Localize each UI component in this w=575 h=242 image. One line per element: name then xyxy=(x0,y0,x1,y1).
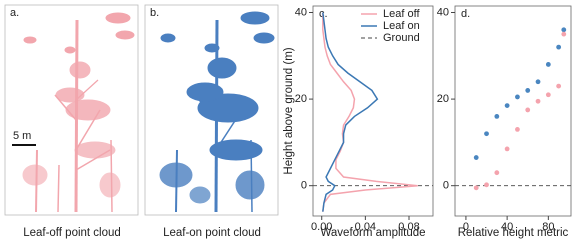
point xyxy=(561,27,567,33)
point xyxy=(473,185,479,191)
point xyxy=(515,94,520,100)
x-tick-label: 40 xyxy=(501,221,513,233)
panel-label: a. xyxy=(10,7,19,19)
series-line xyxy=(322,12,379,212)
point xyxy=(484,182,489,188)
y-tick-label: 0 xyxy=(301,180,307,192)
point xyxy=(545,62,551,67)
legend-label: Leaf off xyxy=(383,8,420,20)
point xyxy=(525,88,531,93)
point xyxy=(504,146,510,152)
plot-frame xyxy=(312,5,434,217)
panel-label: b. xyxy=(150,7,159,19)
point xyxy=(556,44,562,50)
point xyxy=(484,131,489,137)
y-axis-label: Height above ground (m) xyxy=(283,47,295,174)
point xyxy=(535,98,541,104)
x-tick-label: 0.04 xyxy=(355,221,376,233)
legend-label: Ground xyxy=(383,32,420,44)
scale-bar-label: 5 m xyxy=(13,130,31,142)
y-tick-label: 20 xyxy=(437,93,449,105)
point xyxy=(494,114,500,119)
point xyxy=(473,155,479,160)
point xyxy=(525,107,531,113)
point xyxy=(535,79,541,85)
point xyxy=(556,83,562,89)
point xyxy=(545,92,551,98)
point xyxy=(494,170,500,176)
point xyxy=(504,103,510,108)
y-tick-label: 20 xyxy=(295,93,307,105)
leaf-off-point-cloud xyxy=(4,4,139,216)
x-tick-label: 0.08 xyxy=(398,221,419,233)
x-axis-label: Waveform amplitude xyxy=(320,227,425,239)
y-tick-label: 40 xyxy=(295,6,307,18)
series-line xyxy=(322,12,418,212)
plot-frame xyxy=(454,5,572,217)
y-tick-label: 0 xyxy=(443,180,449,192)
caption: Leaf-on point cloud xyxy=(163,227,261,239)
legend-label: Leaf on xyxy=(383,20,420,32)
x-axis-label: Relative height metric xyxy=(458,227,569,239)
panel-label: d. xyxy=(461,8,470,20)
x-tick-label: 0 xyxy=(463,221,469,233)
point xyxy=(515,127,520,132)
leaf-on-point-cloud xyxy=(144,4,279,216)
y-tick-label: 40 xyxy=(437,6,449,18)
point xyxy=(561,31,567,37)
caption: Leaf-off point cloud xyxy=(23,227,121,239)
x-tick-label: 0.00 xyxy=(311,221,332,233)
x-tick-label: 80 xyxy=(542,221,554,233)
